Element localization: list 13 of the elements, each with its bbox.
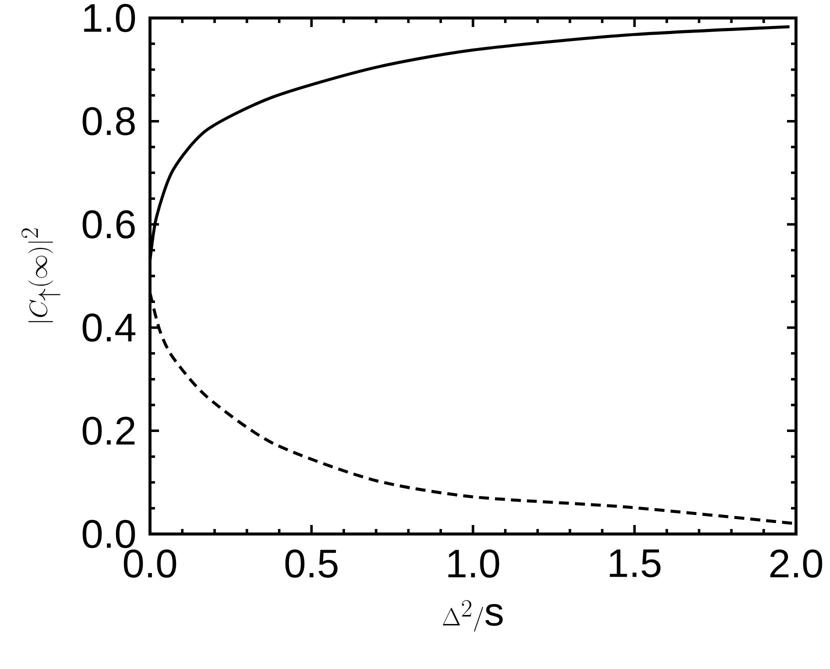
y-tick-label: 0.6	[82, 210, 135, 239]
x-tick-label: 1.0	[448, 549, 500, 578]
y-axis-title: $|C_\uparrow(\infty)|^2$	[21, 228, 60, 322]
y-tick-label: 0.8	[82, 107, 135, 136]
y-tick-label: 0.0	[82, 520, 135, 548]
y-tick-label: 0.4	[82, 313, 136, 342]
x-tick-label: 0.5	[285, 549, 338, 578]
x-axis-title: $\Delta^2/\mathrm{s}$	[442, 600, 503, 632]
x-tick-label: 1.5	[610, 549, 661, 578]
x-tick-label: 0.0	[124, 549, 176, 578]
y-tick-label: 0.2	[82, 416, 135, 445]
y-tick-label: 1.0	[84, 4, 135, 32]
x-tick-label: 2.0	[770, 549, 822, 578]
